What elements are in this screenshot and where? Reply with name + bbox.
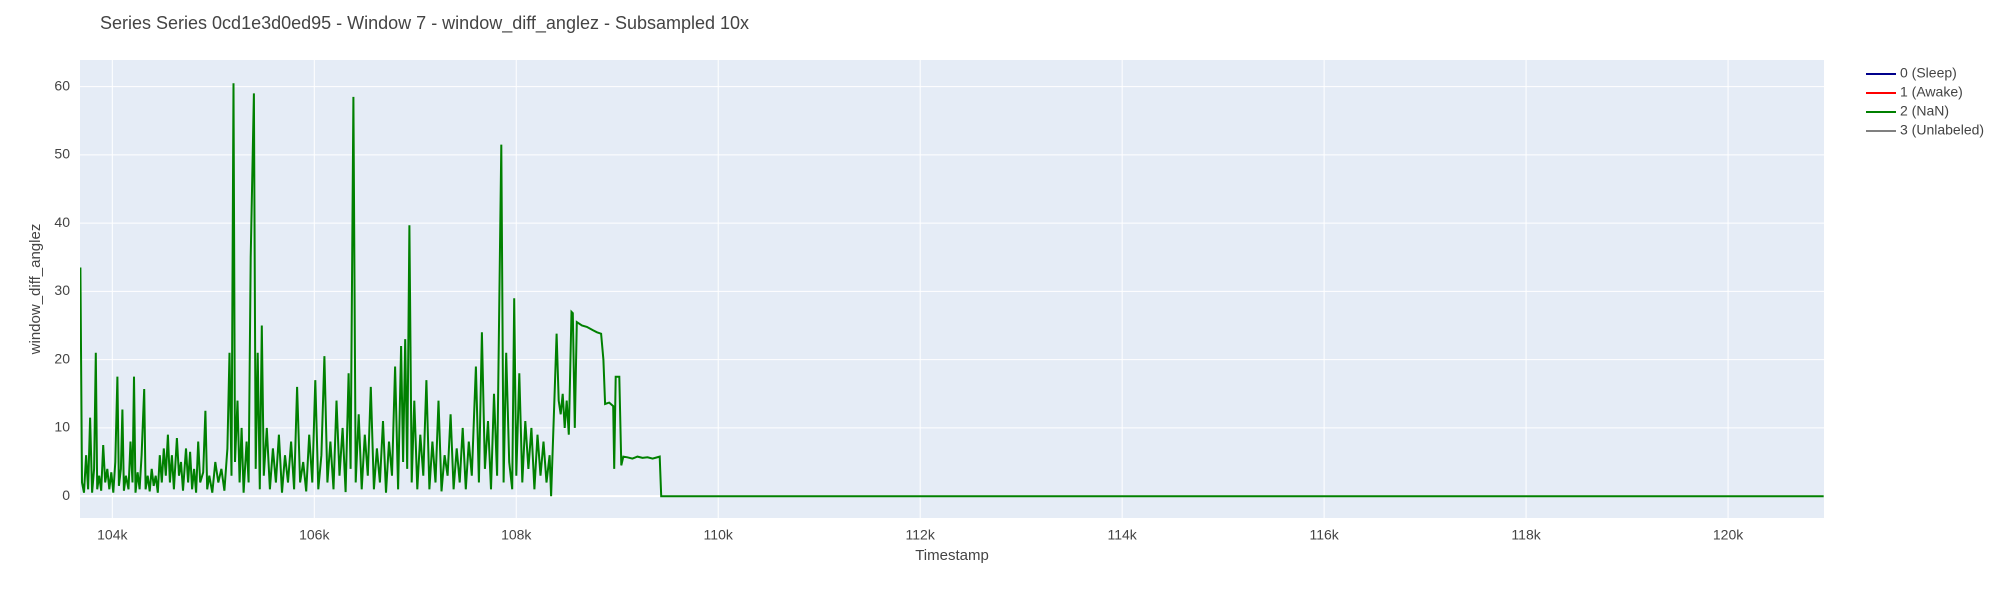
y-tick-label: 20	[54, 350, 70, 366]
legend-label: 1 (Awake)	[1900, 84, 1963, 100]
legend-label: 2 (NaN)	[1900, 103, 1949, 119]
series-line	[80, 83, 1824, 498]
y-tick-label: 0	[62, 487, 70, 503]
x-tick-label: 118k	[1511, 527, 1541, 543]
x-tick-label: 120k	[1713, 527, 1744, 543]
plot-area	[80, 60, 1824, 518]
y-tick-label: 50	[54, 146, 70, 162]
x-tick-label: 116k	[1309, 527, 1339, 543]
y-tick-label: 40	[54, 214, 70, 230]
x-tick-label: 112k	[906, 527, 936, 543]
y-axis-title: window_diff_anglez	[27, 224, 44, 356]
legend-label: 3 (Unlabeled)	[1900, 122, 1984, 138]
chart-title: Series Series 0cd1e3d0ed95 - Window 7 - …	[100, 13, 749, 34]
x-tick-label: 108k	[501, 527, 532, 543]
y-tick-label: 10	[54, 419, 70, 435]
y-tick-label: 30	[54, 282, 70, 298]
y-tick-label: 60	[54, 77, 70, 93]
x-axis-title: Timestamp	[915, 547, 989, 564]
x-tick-label: 114k	[1107, 527, 1137, 543]
x-tick-label: 110k	[704, 527, 734, 543]
x-tick-label: 106k	[299, 527, 330, 543]
x-tick-label: 104k	[97, 527, 128, 543]
legend-label: 0 (Sleep)	[1900, 65, 1957, 81]
